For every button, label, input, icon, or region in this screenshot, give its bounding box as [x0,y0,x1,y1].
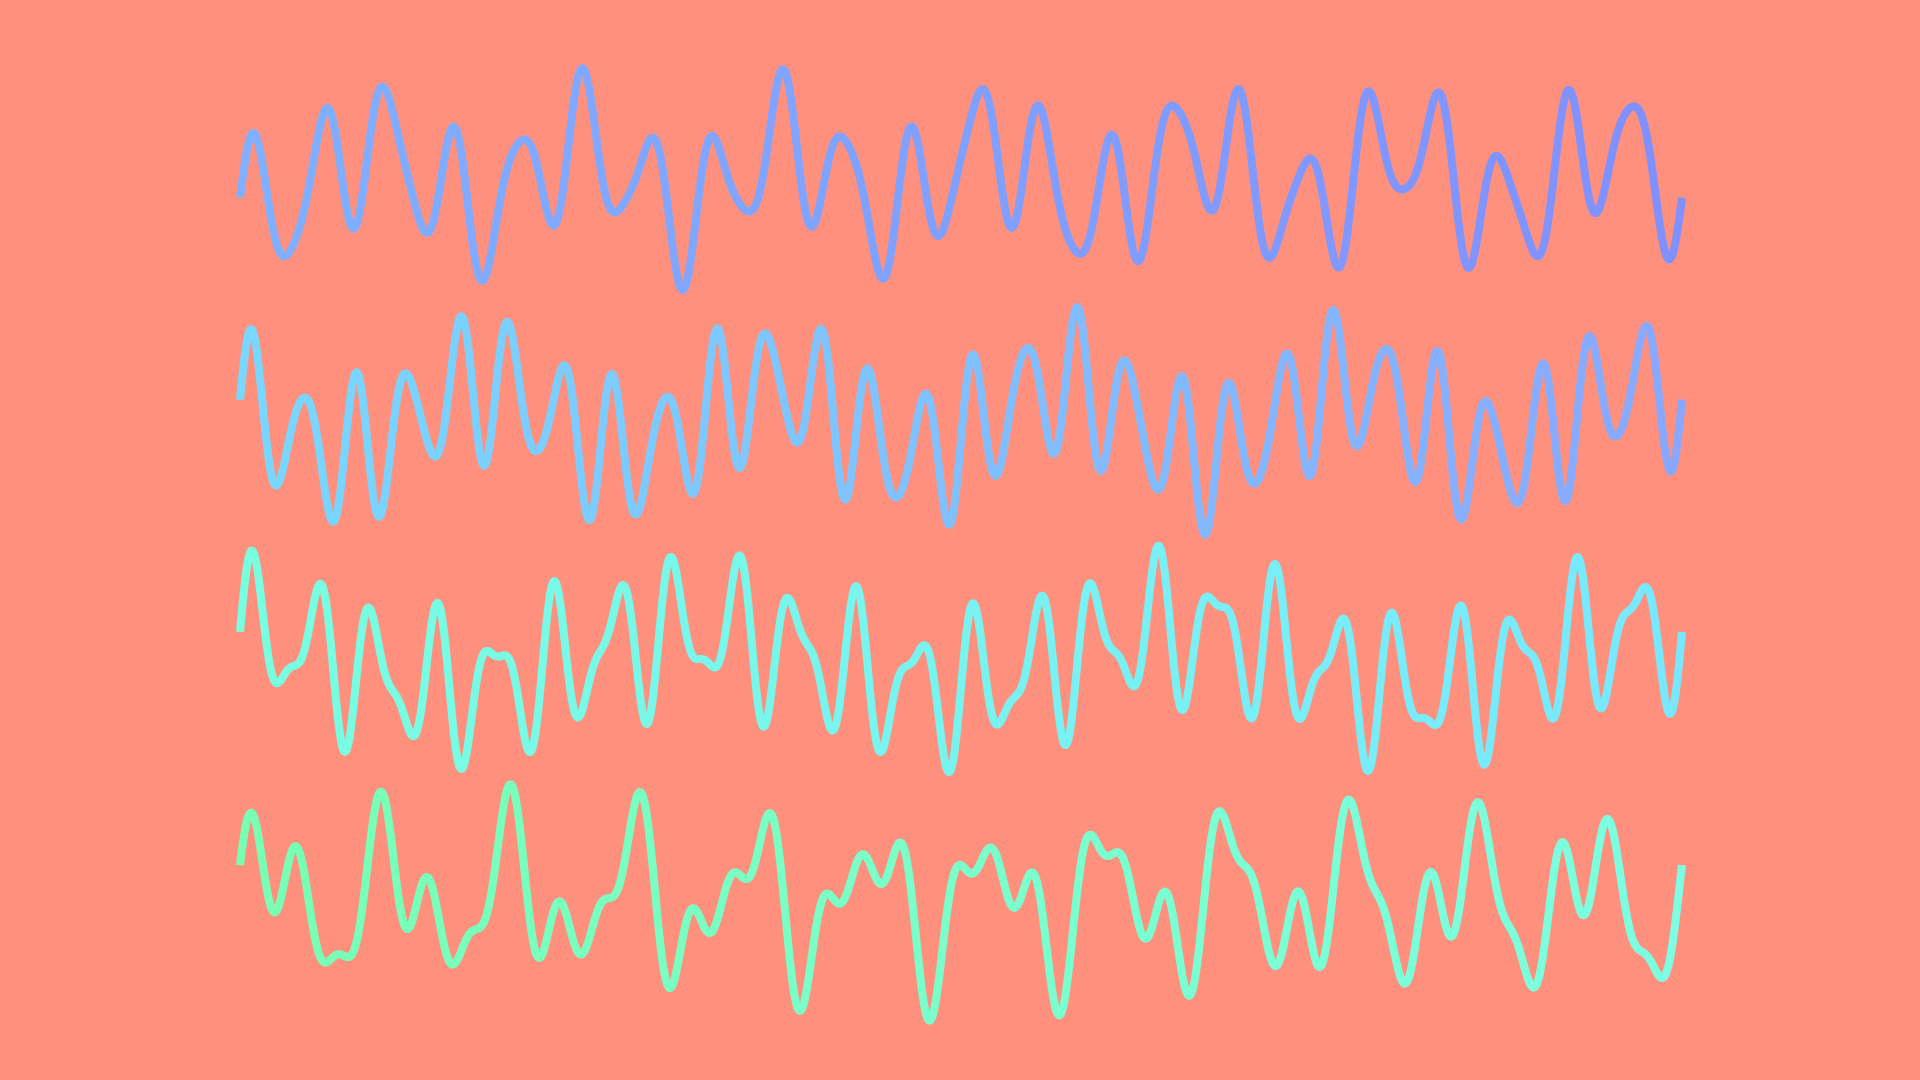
wave-group [236,64,1686,1025]
wave-4 [236,780,1686,1025]
wave-1 [236,64,1686,294]
wave-2 [236,303,1686,539]
wave-3 [236,541,1686,777]
